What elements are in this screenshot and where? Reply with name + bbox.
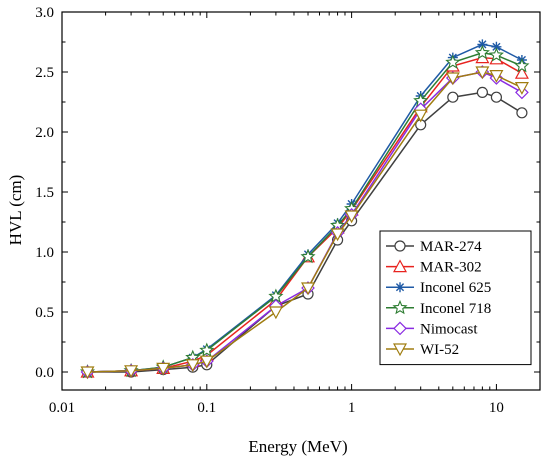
legend-entry-wi-52: WI-52: [386, 342, 459, 358]
data-point-wi-52: [489, 69, 504, 83]
legend-marker: [392, 259, 408, 273]
legend-marker: [394, 240, 406, 252]
series-wi-52: [80, 66, 529, 380]
data-point-wi-52: [185, 359, 200, 373]
series-layer: [79, 39, 530, 380]
data-point-mar-274: [447, 91, 459, 103]
data-point-wi-52: [80, 366, 95, 380]
data-point-inconel-718: [300, 248, 316, 264]
x-tick-label: 0.01: [49, 400, 75, 416]
y-tick-label: 2.0: [35, 125, 54, 141]
legend-label: WI-52: [420, 342, 459, 358]
legend-marker: [395, 282, 405, 293]
legend-entry-inconel-625: Inconel 625: [386, 280, 491, 296]
data-point-wi-52: [330, 228, 345, 242]
y-tick-label: 2.5: [35, 65, 54, 81]
y-tick-label: 0.5: [35, 305, 54, 321]
legend-label: MAR-302: [420, 260, 482, 276]
plot-frame: [61, 11, 541, 391]
data-point-wi-52: [514, 81, 529, 95]
legend-marker: [392, 343, 408, 357]
data-point-wi-52: [475, 66, 490, 80]
data-point-mar-274: [516, 107, 528, 119]
data-point-inconel-718: [514, 58, 530, 73]
x-tick-label: 10: [489, 400, 504, 416]
data-point-wi-52: [344, 210, 359, 224]
data-point-mar-302: [514, 65, 529, 79]
data-point-inconel-625: [477, 39, 488, 50]
y-axis-title: HVL (cm): [6, 175, 25, 246]
y-tick-label: 1.5: [35, 185, 54, 201]
legend-label: MAR-274: [420, 239, 482, 255]
data-point-wi-52: [268, 306, 283, 320]
x-tick-label: 0.1: [197, 400, 216, 416]
x-tick-label: 1: [348, 400, 356, 416]
legend-label: Inconel 625: [420, 280, 491, 296]
legend-entry-mar-274: MAR-274: [386, 239, 482, 255]
y-tick-label: 1.0: [35, 245, 54, 261]
legend-label: Inconel 718: [420, 301, 491, 317]
legend-box: [379, 230, 532, 366]
data-point-wi-52: [156, 362, 171, 376]
data-point-inconel-718: [488, 47, 504, 62]
y-tick-label: 3.0: [35, 5, 54, 21]
data-point-wi-52: [301, 282, 316, 296]
legend-entry-inconel-718: Inconel 718: [386, 299, 491, 317]
data-point-mar-274: [490, 91, 503, 103]
data-point-inconel-718: [445, 54, 461, 69]
series-line-wi-52: [87, 71, 523, 373]
data-point-wi-52: [445, 72, 460, 86]
y-tick-label: 0.0: [35, 365, 54, 381]
legend-entry-mar-302: MAR-302: [386, 259, 482, 276]
legend-entry-nimocast: Nimocast: [386, 321, 478, 337]
data-point-inconel-718: [199, 342, 215, 357]
axes: 0.0 0.5 1.0 1.5 2.0 2.5 3.0 0.01 0.1 1 10: [35, 5, 541, 416]
data-point-mar-274: [476, 86, 488, 99]
data-point-inconel-718: [474, 44, 490, 60]
data-point-inconel-625: [491, 41, 502, 52]
legend: MAR-274 MAR-302 Inconel 625 Inconel 718 Nimo…: [379, 230, 532, 366]
legend-marker: [393, 321, 407, 336]
data-point-wi-52: [124, 365, 139, 379]
legend-label: Nimocast: [420, 321, 478, 337]
data-point-wi-52: [199, 355, 214, 369]
x-axis-title: Energy (MeV): [248, 437, 347, 456]
legend-marker: [392, 299, 408, 315]
data-point-wi-52: [413, 109, 428, 123]
